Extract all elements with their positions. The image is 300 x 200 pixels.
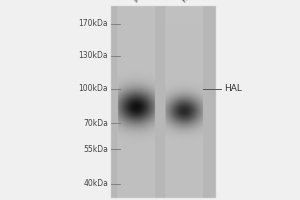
Text: Rat liver: Rat liver: [182, 0, 207, 4]
Bar: [111, 6, 216, 198]
Text: 70kDa: 70kDa: [83, 118, 108, 128]
Text: 170kDa: 170kDa: [78, 20, 108, 28]
Text: 100kDa: 100kDa: [78, 84, 108, 93]
Text: HAL: HAL: [224, 84, 242, 93]
Bar: [166, 6, 203, 198]
Bar: [118, 6, 155, 198]
Text: 55kDa: 55kDa: [83, 144, 108, 154]
Text: Mouse liver: Mouse liver: [134, 0, 167, 4]
Text: 40kDa: 40kDa: [83, 180, 108, 188]
Text: 130kDa: 130kDa: [78, 51, 108, 60]
